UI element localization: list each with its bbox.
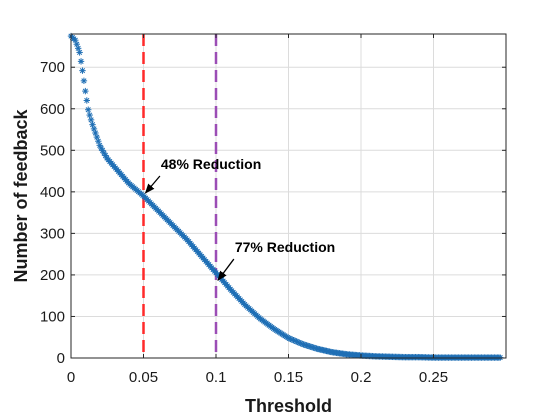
tick-labels: 0 0.05 0.1 0.15 0.2 0.25 0 100 200 300 400 500 600 70… [40,34,506,386]
y-tick-label: 500 [40,142,65,159]
y-axis-label: Number of feedback [11,108,31,282]
data-series [67,32,504,361]
annotations: 48% Reduction 77% Reduction [144,156,335,282]
data-point [76,49,83,56]
x-tick-label: 0 [67,369,75,386]
annotation-arrow [144,175,161,194]
y-tick-label: 600 [40,101,65,118]
data-point [77,58,85,65]
data-point [83,97,90,104]
data-point [80,77,88,85]
data-point [85,106,92,113]
reference-lines [142,34,218,358]
x-tick-label: 0.2 [351,369,372,386]
y-tick-label: 400 [40,184,65,201]
x-axis-label: Threshold [245,396,332,416]
x-tick-label: 0.05 [129,369,158,386]
y-tick-label: 700 [40,59,65,76]
data-point [82,87,89,95]
annotation-label: 48% Reduction [161,156,261,172]
x-tick-label: 0.1 [206,369,227,386]
y-tick-label: 0 [57,350,65,367]
grid [70,34,506,359]
y-tick-label: 300 [40,225,65,242]
x-tick-label: 0.15 [274,369,303,386]
annotation-label: 77% Reduction [235,239,335,255]
data-point [87,116,95,124]
data-point [79,67,86,74]
y-tick-label: 100 [40,308,65,325]
x-tick-label: 0.25 [419,369,448,386]
annotation-arrow [217,258,235,282]
data-point [86,111,93,119]
y-tick-label: 200 [40,267,65,284]
